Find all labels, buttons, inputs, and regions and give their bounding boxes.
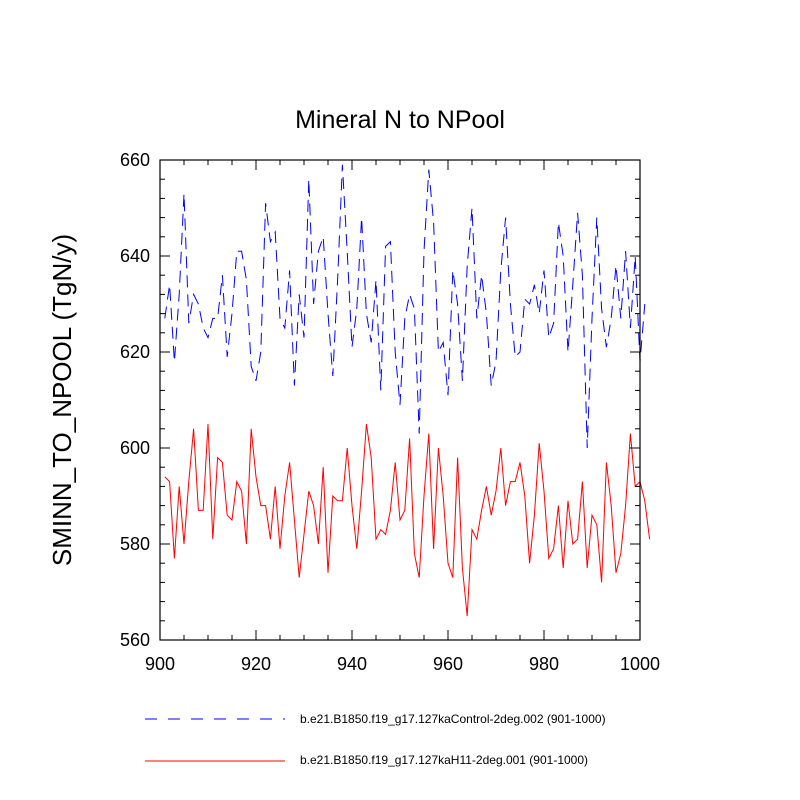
y-tick-label: 560 [120,630,150,650]
series-line-control [164,164,646,449]
x-tick-label: 920 [241,654,271,674]
y-tick-label: 580 [120,534,150,554]
x-tick-label: 940 [337,654,367,674]
x-tick-label: 1000 [620,654,660,674]
x-tick-label: 980 [529,654,559,674]
legend: b.e21.B1850.f19_g17.127kaControl-2deg.00… [145,712,606,767]
y-tick-label: 660 [120,150,150,170]
y-tick-label: 600 [120,438,150,458]
legend-label-control: b.e21.B1850.f19_g17.127kaControl-2deg.00… [300,712,606,726]
series-layer [164,164,651,617]
legend-label-h11: b.e21.B1850.f19_g17.127kaH11-2deg.001 (9… [300,753,588,767]
x-tick-label: 960 [433,654,463,674]
y-tick-label: 640 [120,246,150,266]
series-line-h11 [164,423,651,617]
y-tick-label: 620 [120,342,150,362]
chart-title: Mineral N to NPool [295,106,505,134]
axes-layer: 900 920 940 960 980 1000 560 580 600 620 640 660 [120,150,660,674]
x-tick-label: 900 [145,654,175,674]
y-axis-label: SMINN_TO_NPOOL (TgN/y) [47,234,77,566]
